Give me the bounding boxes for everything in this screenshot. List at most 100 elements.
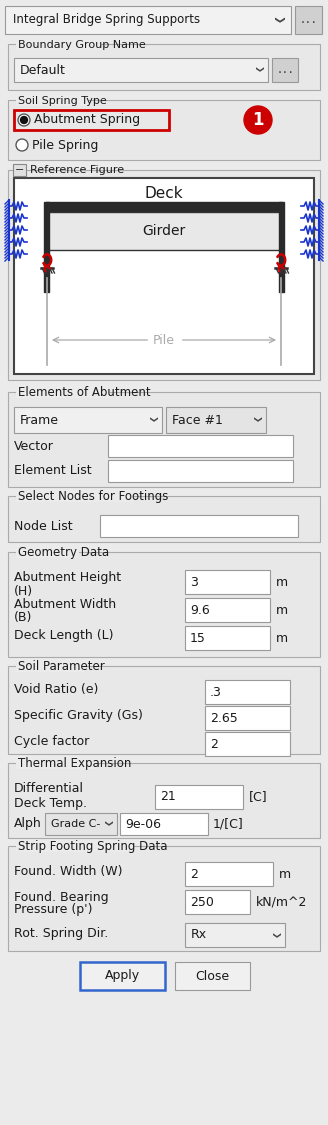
Circle shape (20, 117, 28, 124)
Bar (5, 6, 291, 34)
Text: Soil Parameter: Soil Parameter (18, 660, 105, 673)
Text: Void Ratio (e): Void Ratio (e) (14, 684, 98, 696)
Bar (16, 387, 111, 398)
Circle shape (18, 114, 30, 126)
Text: 1/[C]: 1/[C] (213, 818, 244, 830)
Bar (8, 552, 320, 657)
Bar (175, 962, 250, 990)
Text: 250: 250 (190, 896, 214, 909)
Text: (H): (H) (14, 585, 33, 597)
Circle shape (16, 140, 28, 151)
Text: Abutment Height: Abutment Height (14, 572, 121, 585)
Bar (16, 842, 133, 852)
Bar (80, 962, 165, 990)
Bar (16, 547, 79, 558)
Bar (44, 202, 49, 292)
Bar (16, 490, 133, 502)
Text: Thermal Expansion: Thermal Expansion (18, 757, 132, 770)
Bar (8, 44, 320, 90)
Text: m: m (276, 576, 288, 588)
Bar (8, 170, 320, 380)
Bar (14, 407, 162, 433)
Text: Reference Figure: Reference Figure (30, 165, 124, 176)
Bar (120, 813, 208, 835)
Text: Vector: Vector (14, 440, 54, 452)
Text: 21: 21 (160, 791, 176, 803)
Text: Abutment Width: Abutment Width (14, 598, 116, 612)
Text: Grade C-: Grade C- (51, 819, 100, 829)
Text: Geometry Data: Geometry Data (18, 546, 109, 559)
Text: Deck Temp.: Deck Temp. (14, 796, 87, 810)
Bar (8, 846, 320, 951)
Bar (46, 202, 282, 212)
Text: ❯: ❯ (271, 932, 279, 938)
Text: ...: ... (300, 15, 317, 25)
Bar (295, 6, 322, 34)
Bar (185, 626, 270, 650)
Text: ❯: ❯ (254, 66, 262, 73)
Bar (155, 785, 243, 809)
Text: 2: 2 (210, 738, 218, 750)
Text: Pressure (p'): Pressure (p') (14, 903, 92, 917)
Text: −: − (15, 165, 24, 176)
Bar (185, 862, 273, 886)
Circle shape (244, 106, 272, 134)
Text: Girder: Girder (142, 224, 186, 238)
Bar (46, 212, 282, 250)
Text: Rx: Rx (191, 928, 207, 942)
Bar (8, 100, 320, 160)
Text: Differential: Differential (14, 783, 84, 795)
Bar (8, 392, 320, 487)
Text: Cycle factor: Cycle factor (14, 736, 89, 748)
Bar (16, 758, 97, 770)
Text: .3: .3 (210, 685, 222, 699)
Text: Pile: Pile (153, 333, 175, 346)
Bar (16, 662, 84, 672)
Text: ❯: ❯ (252, 416, 260, 423)
Bar (108, 460, 293, 481)
Text: Default: Default (20, 63, 66, 76)
Bar (108, 435, 293, 457)
Text: ❯: ❯ (102, 820, 112, 828)
Text: Node List: Node List (14, 520, 72, 532)
Bar (14, 58, 268, 82)
Bar (272, 58, 298, 82)
Text: Close: Close (195, 970, 229, 982)
Bar (205, 706, 290, 730)
Bar (13, 164, 26, 176)
Text: 9.6: 9.6 (190, 603, 210, 616)
Text: 3: 3 (190, 576, 198, 588)
Text: 2: 2 (190, 867, 198, 881)
Text: ❯: ❯ (273, 16, 283, 24)
Bar (8, 763, 320, 838)
Text: Found. Width (W): Found. Width (W) (14, 865, 122, 879)
Text: Abutment Spring: Abutment Spring (34, 114, 140, 126)
Text: Specific Gravity (Gs): Specific Gravity (Gs) (14, 710, 143, 722)
Text: [C]: [C] (249, 791, 268, 803)
Text: kN/m^2: kN/m^2 (256, 896, 307, 909)
Text: Deck: Deck (145, 187, 183, 201)
Text: Rot. Spring Dir.: Rot. Spring Dir. (14, 927, 108, 939)
Bar (8, 496, 320, 542)
Bar (8, 666, 320, 754)
Bar (185, 598, 270, 622)
Text: ❯: ❯ (148, 416, 156, 423)
Text: m: m (279, 867, 291, 881)
Text: ...: ... (276, 65, 294, 75)
Bar (45, 813, 117, 835)
Text: Frame: Frame (20, 414, 59, 426)
Bar (166, 407, 266, 433)
Bar (205, 732, 290, 756)
Text: 15: 15 (190, 631, 206, 645)
Text: Element List: Element List (14, 465, 92, 477)
Text: Deck Length (L): Deck Length (L) (14, 630, 113, 642)
Bar (185, 922, 285, 947)
Text: Select Nodes for Footings: Select Nodes for Footings (18, 490, 168, 503)
Text: Pile Spring: Pile Spring (32, 138, 98, 152)
Text: Strip Footing Spring Data: Strip Footing Spring Data (18, 840, 168, 853)
Text: m: m (276, 603, 288, 616)
Bar (185, 570, 270, 594)
Bar (14, 178, 314, 374)
Bar (185, 890, 250, 914)
Bar (16, 94, 89, 106)
